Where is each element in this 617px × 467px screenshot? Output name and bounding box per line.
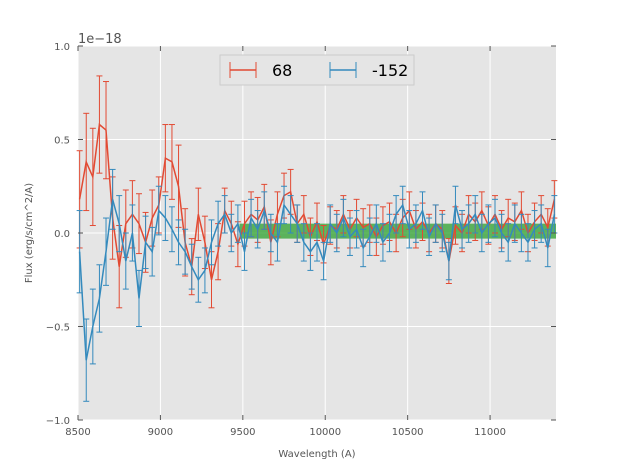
legend-item-0: 68 xyxy=(229,61,292,80)
legend-item-1: -152 xyxy=(329,61,408,80)
y-offset-text: 1e−18 xyxy=(78,32,122,47)
series-line xyxy=(78,199,556,361)
y-tick-label: −1.0 xyxy=(46,416,70,427)
x-tick-label: 9000 xyxy=(148,427,173,438)
x-axis-label: Wavelength (A) xyxy=(278,449,355,460)
legend: 68 -152 xyxy=(219,54,415,86)
y-tick-label: 0.5 xyxy=(54,136,70,147)
x-tick-label: 9500 xyxy=(230,427,255,438)
series-group xyxy=(76,75,558,402)
series-1 xyxy=(76,168,558,402)
legend-label: -152 xyxy=(372,61,408,80)
x-tick-label: 10000 xyxy=(309,427,341,438)
x-tick-label: 8500 xyxy=(65,427,90,438)
axis-ticks: 8500 9000 9500 10000 10500 11000 −1.0 −0.5 0.0 0.… xyxy=(46,42,556,438)
y-tick-label: 0.0 xyxy=(54,229,70,240)
legend-label: 68 xyxy=(272,61,292,80)
y-tick-label: 1.0 xyxy=(54,42,70,53)
y-axis-label: Flux (erg/s/cm^2/A) xyxy=(24,183,35,283)
x-tick-label: 10500 xyxy=(392,427,424,438)
x-tick-label: 11000 xyxy=(474,427,506,438)
y-tick-label: −0.5 xyxy=(46,323,70,334)
